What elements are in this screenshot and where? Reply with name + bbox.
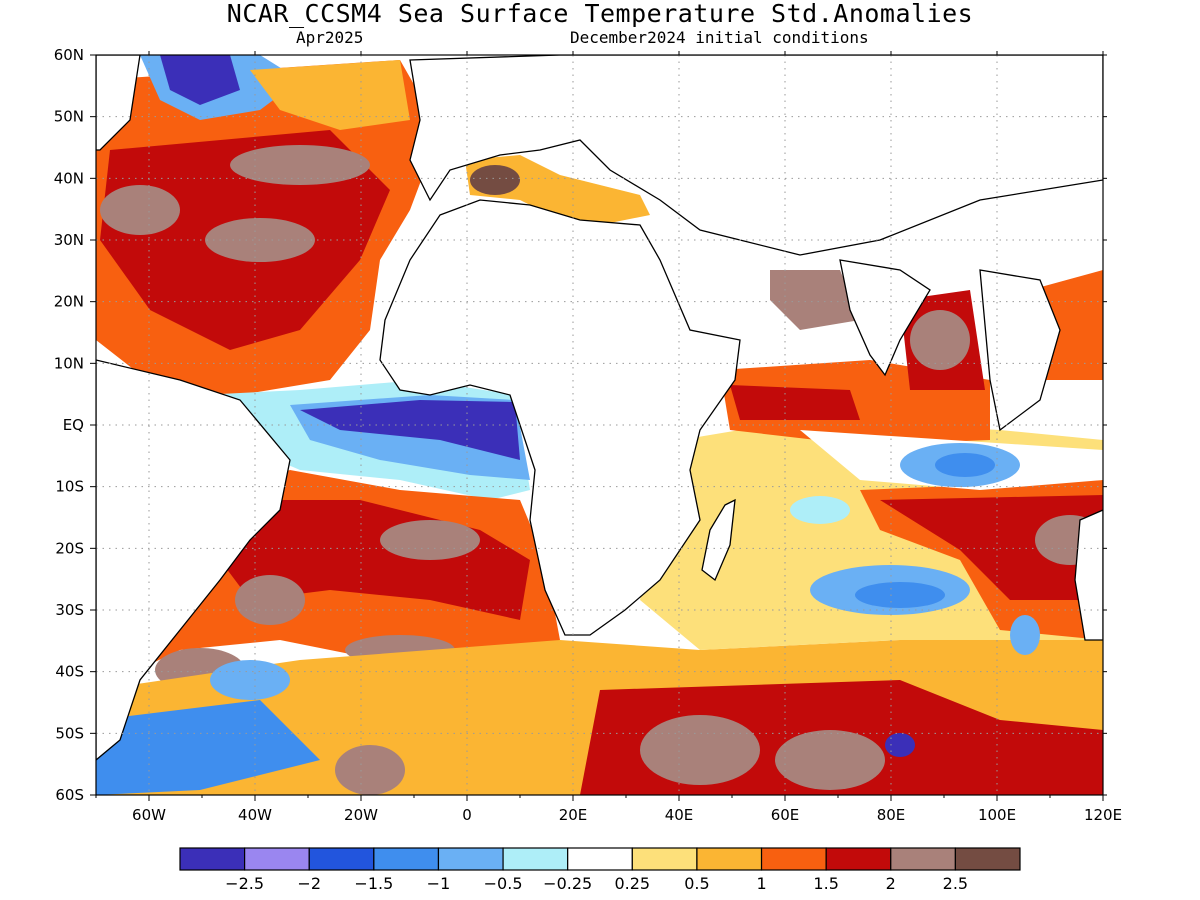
longitude-tick-label: 40W xyxy=(238,806,272,824)
longitude-tick-label: 20W xyxy=(344,806,378,824)
anomaly-region xyxy=(910,310,970,370)
colorbar-swatch xyxy=(502,847,569,871)
latitude-tick-label: 20S xyxy=(55,539,84,557)
anomaly-region xyxy=(335,745,405,795)
anomaly-region xyxy=(775,730,885,790)
colorbar-swatch xyxy=(696,847,763,871)
anomaly-region xyxy=(935,453,995,477)
anomaly-region xyxy=(100,185,180,235)
colorbar-swatch xyxy=(631,847,698,871)
colorbar-swatch xyxy=(308,847,375,871)
north-america-landmass xyxy=(96,55,141,151)
colorbar-swatch xyxy=(954,847,1021,871)
longitude-tick-label: 80E xyxy=(877,806,906,824)
colorbar-swatch xyxy=(244,847,310,871)
colorbar-swatch xyxy=(760,847,827,871)
colorbar-swatch xyxy=(179,847,246,871)
anomaly-region xyxy=(640,715,760,785)
latitude-tick-label: EQ xyxy=(63,416,84,434)
latitude-tick-label: 10N xyxy=(54,354,84,372)
chart-title: NCAR_CCSM4 Sea Surface Temperature Std.A… xyxy=(226,0,974,28)
anomaly-region xyxy=(210,660,290,700)
latitude-tick-label: 50S xyxy=(55,724,84,742)
colorbar-swatch xyxy=(890,847,956,871)
africa-landmass xyxy=(379,199,741,636)
latitude-tick-label: 40S xyxy=(55,663,84,681)
latitude-tick-label: 30N xyxy=(54,231,84,249)
longitude-labels: 60W 40W 20W 0 20E 40E 60E 80E 100E 120E xyxy=(132,806,1122,824)
colorbar-swatch xyxy=(567,847,633,871)
latitude-tick-label: 60N xyxy=(54,46,84,64)
colorbar-label: 1 xyxy=(756,874,766,893)
south-america-landmass xyxy=(96,359,291,761)
india-landmass xyxy=(839,259,931,377)
anomaly-region xyxy=(1010,615,1040,655)
anomaly-region xyxy=(380,520,480,560)
colorbar-label: −0.25 xyxy=(543,874,592,893)
gridlines xyxy=(96,55,1103,795)
southeast-asia-landmass xyxy=(979,269,1061,432)
eurasia-landmass xyxy=(409,55,1103,256)
latitude-tick-label: 50N xyxy=(54,108,84,126)
anomaly-region xyxy=(885,733,915,757)
latitude-tick-label: 30S xyxy=(55,601,84,619)
colorbar-label: 2.5 xyxy=(943,874,968,893)
colorbar-label: −0.5 xyxy=(484,874,523,893)
anomaly-region xyxy=(250,60,410,130)
initial-conditions: December2024 initial conditions xyxy=(570,28,869,47)
colorbar xyxy=(179,847,1021,871)
colorbar-swatch xyxy=(825,847,892,871)
anomaly-region xyxy=(235,575,305,625)
coastlines xyxy=(96,55,1103,761)
longitude-tick-label: 60W xyxy=(132,806,166,824)
longitude-tick-label: 100E xyxy=(978,806,1016,824)
longitude-tick-label: 60E xyxy=(771,806,800,824)
colorbar-label: −1 xyxy=(427,874,451,893)
madagascar-landmass xyxy=(701,498,736,582)
colorbar-swatch xyxy=(437,847,504,871)
anomaly-field xyxy=(96,55,1103,795)
axis-ticks xyxy=(90,51,1107,801)
anomaly-region xyxy=(300,400,520,460)
longitude-tick-label: 20E xyxy=(559,806,588,824)
latitude-tick-label: 40N xyxy=(54,169,84,187)
latitude-labels: 60N 50N 40N 30N 20N 10N EQ 10S 20S 30S 40S 50S 60S xyxy=(54,46,84,804)
anomaly-region xyxy=(790,496,850,524)
colorbar-swatch xyxy=(373,847,440,871)
australia-landmass xyxy=(1074,509,1103,641)
anomaly-region xyxy=(470,165,520,195)
anomaly-region xyxy=(770,270,860,330)
colorbar-label: 1.5 xyxy=(813,874,838,893)
colorbar-labels: −2.5 −2 −1.5 −1 −0.5 −0.25 0.25 0.5 1 1.5 2 2.5 xyxy=(225,874,968,893)
anomaly-region xyxy=(96,700,320,795)
longitude-tick-label: 0 xyxy=(462,806,472,824)
longitude-tick-label: 40E xyxy=(665,806,694,824)
colorbar-label: 0.5 xyxy=(684,874,709,893)
anomaly-region xyxy=(855,582,945,608)
anomaly-region xyxy=(230,145,370,185)
latitude-tick-label: 60S xyxy=(55,786,84,804)
colorbar-label: 0.25 xyxy=(614,874,650,893)
anomaly-region xyxy=(160,55,240,105)
colorbar-label: −2 xyxy=(297,874,321,893)
colorbar-label: 2 xyxy=(886,874,896,893)
anomaly-region xyxy=(730,385,860,420)
plot-area xyxy=(96,55,1103,795)
forecast-month: Apr2025 xyxy=(296,28,364,47)
latitude-tick-label: 20N xyxy=(54,293,84,311)
latitude-tick-label: 10S xyxy=(55,478,84,496)
colorbar-label: −1.5 xyxy=(354,874,393,893)
colorbar-label: −2.5 xyxy=(225,874,264,893)
longitude-tick-label: 120E xyxy=(1084,806,1122,824)
